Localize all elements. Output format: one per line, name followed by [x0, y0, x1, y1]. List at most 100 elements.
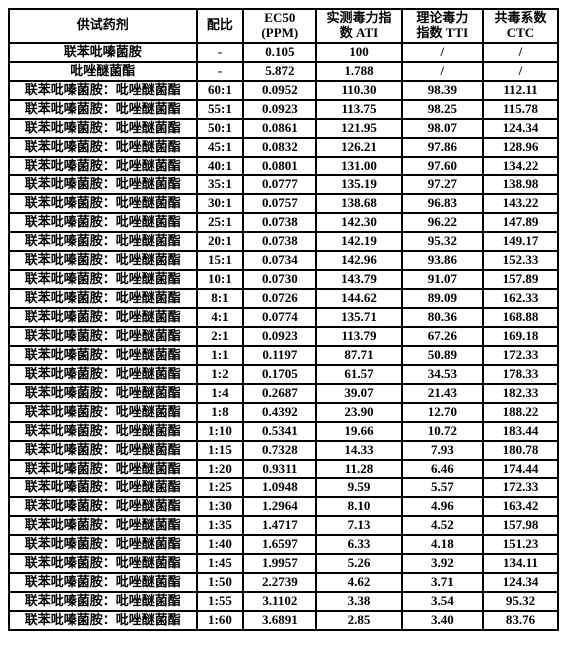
cell-ctc: 169.18	[483, 327, 558, 346]
cell-ati: 19.66	[316, 422, 401, 441]
cell-ati: 142.19	[316, 232, 401, 251]
cell-ratio: 1:55	[197, 592, 244, 611]
cell-tti: 21.43	[402, 384, 483, 403]
cell-ec50: 0.0923	[243, 327, 316, 346]
cell-agent: 联苯吡嗪菌胺：吡唑醚菌酯	[9, 251, 197, 270]
cell-agent: 联苯吡嗪菌胺：吡唑醚菌酯	[9, 270, 197, 289]
cell-tti: 3.40	[402, 611, 483, 630]
cell-ratio: 50:1	[197, 119, 244, 138]
cell-tti: 5.57	[402, 478, 483, 497]
cell-ati: 2.85	[316, 611, 401, 630]
cell-ec50: 1.9957	[243, 554, 316, 573]
cell-ctc: 182.33	[483, 384, 558, 403]
cell-tti: 6.46	[402, 460, 483, 479]
cell-ratio: 1:1	[197, 346, 244, 365]
cell-tti: 4.18	[402, 535, 483, 554]
cell-ratio: -	[197, 62, 244, 81]
table-row: 联苯吡嗪菌胺：吡唑醚菌酯1:40.268739.0721.43182.33	[9, 384, 558, 403]
table-row: 联苯吡嗪菌胺：吡唑醚菌酯1:200.931111.286.46174.44	[9, 460, 558, 479]
table-row: 联苯吡嗪菌胺：吡唑醚菌酯25:10.0738142.3096.22147.89	[9, 213, 558, 232]
table-row: 联苯吡嗪菌胺：吡唑醚菌酯1:20.170561.5734.53178.33	[9, 365, 558, 384]
table-row: 联苯吡嗪菌胺：吡唑醚菌酯35:10.0777135.1997.27138.98	[9, 175, 558, 194]
cell-ctc: 124.34	[483, 573, 558, 592]
cell-ec50: 0.0738	[243, 213, 316, 232]
cell-agent: 联苯吡嗪菌胺：吡唑醚菌酯	[9, 460, 197, 479]
cell-ratio: 1:15	[197, 441, 244, 460]
table-row: 联苯吡嗪菌胺：吡唑醚菌酯2:10.0923113.7967.26169.18	[9, 327, 558, 346]
table-row: 联苯吡嗪菌胺：吡唑醚菌酯45:10.0832126.2197.86128.96	[9, 138, 558, 157]
cell-ec50: 0.1197	[243, 346, 316, 365]
table-row: 联苯吡嗪菌胺：吡唑醚菌酯55:10.0923113.7598.25115.78	[9, 100, 558, 119]
table-row: 联苯吡嗪菌胺：吡唑醚菌酯1:301.29648.104.96163.42	[9, 497, 558, 516]
cell-ctc: 112.11	[483, 81, 558, 100]
cell-ratio: 1:40	[197, 535, 244, 554]
cell-agent: 联苯吡嗪菌胺：吡唑醚菌酯	[9, 365, 197, 384]
cell-ati: 14.33	[316, 441, 401, 460]
cell-ctc: 180.78	[483, 441, 558, 460]
cell-agent: 联苯吡嗪菌胺：吡唑醚菌酯	[9, 100, 197, 119]
col-ati-header: 实测毒力指 数 ATI	[316, 9, 401, 43]
cell-ati: 39.07	[316, 384, 401, 403]
cell-agent: 联苯吡嗪菌胺：吡唑醚菌酯	[9, 384, 197, 403]
cell-ratio: 8:1	[197, 289, 244, 308]
cell-tti: /	[402, 43, 483, 62]
cell-ratio: 40:1	[197, 157, 244, 176]
cell-ctc: 172.33	[483, 346, 558, 365]
cell-ctc: 95.32	[483, 592, 558, 611]
cell-agent: 联苯吡嗪菌胺：吡唑醚菌酯	[9, 157, 197, 176]
cell-tti: 4.96	[402, 497, 483, 516]
cell-agent: 联苯吡嗪菌胺：吡唑醚菌酯	[9, 422, 197, 441]
cell-ctc: 83.76	[483, 611, 558, 630]
cell-agent: 联苯吡嗪菌胺：吡唑醚菌酯	[9, 403, 197, 422]
table-row: 联苯吡嗪菌胺：吡唑醚菌酯40:10.0801131.0097.60134.22	[9, 157, 558, 176]
cell-ec50: 3.1102	[243, 592, 316, 611]
cell-agent: 联苯吡嗪菌胺：吡唑醚菌酯	[9, 497, 197, 516]
cell-ctc: 151.23	[483, 535, 558, 554]
cell-ratio: 1:4	[197, 384, 244, 403]
cell-ati: 6.33	[316, 535, 401, 554]
cell-ctc: 183.44	[483, 422, 558, 441]
cell-ratio: 1:50	[197, 573, 244, 592]
cell-ati: 1.788	[316, 62, 401, 81]
table-row: 联苯吡嗪菌胺：吡唑醚菌酯1:502.27394.623.71124.34	[9, 573, 558, 592]
table-row: 联苯吡嗪菌胺：吡唑醚菌酯1:553.11023.383.5495.32	[9, 592, 558, 611]
cell-agent: 联苯吡嗪菌胺：吡唑醚菌酯	[9, 289, 197, 308]
cell-ati: 11.28	[316, 460, 401, 479]
cell-ctc: 115.78	[483, 100, 558, 119]
table-row: 联苯吡嗪菌胺-0.105100//	[9, 43, 558, 62]
cell-ratio: 1:60	[197, 611, 244, 630]
table-row: 联苯吡嗪菌胺：吡唑醚菌酯1:451.99575.263.92134.11	[9, 554, 558, 573]
cell-ctc: 178.33	[483, 365, 558, 384]
cell-ati: 131.00	[316, 157, 401, 176]
cell-tti: 3.71	[402, 573, 483, 592]
cell-agent: 联苯吡嗪菌胺：吡唑醚菌酯	[9, 213, 197, 232]
col-ctc-header: 共毒系数 CTC	[483, 9, 558, 43]
table-row: 联苯吡嗪菌胺：吡唑醚菌酯1:603.68912.853.4083.76	[9, 611, 558, 630]
table-row: 联苯吡嗪菌胺：吡唑醚菌酯4:10.0774135.7180.36168.88	[9, 308, 558, 327]
cell-ctc: 172.33	[483, 478, 558, 497]
cell-tti: 91.07	[402, 270, 483, 289]
cell-ctc: 124.34	[483, 119, 558, 138]
table-row: 联苯吡嗪菌胺：吡唑醚菌酯50:10.0861121.9598.07124.34	[9, 119, 558, 138]
cell-ctc: 138.98	[483, 175, 558, 194]
cell-ec50: 2.2739	[243, 573, 316, 592]
cell-agent: 联苯吡嗪菌胺：吡唑醚菌酯	[9, 346, 197, 365]
cell-agent: 联苯吡嗪菌胺：吡唑醚菌酯	[9, 441, 197, 460]
cell-ctc: 149.17	[483, 232, 558, 251]
cell-ratio: 15:1	[197, 251, 244, 270]
cell-ratio: 60:1	[197, 81, 244, 100]
cell-tti: 98.25	[402, 100, 483, 119]
ctc-line2: CTC	[507, 25, 534, 40]
cell-agent: 联苯吡嗪菌胺：吡唑醚菌酯	[9, 138, 197, 157]
table-row: 联苯吡嗪菌胺：吡唑醚菌酯15:10.0734142.9693.86152.33	[9, 251, 558, 270]
table-row: 联苯吡嗪菌胺：吡唑醚菌酯1:401.65976.334.18151.23	[9, 535, 558, 554]
cell-ati: 9.59	[316, 478, 401, 497]
cell-ec50: 1.6597	[243, 535, 316, 554]
cell-ctc: 188.22	[483, 403, 558, 422]
cell-ati: 23.90	[316, 403, 401, 422]
cell-ratio: -	[197, 43, 244, 62]
cell-ratio: 45:1	[197, 138, 244, 157]
cell-agent: 联苯吡嗪菌胺：吡唑醚菌酯	[9, 573, 197, 592]
cell-agent: 联苯吡嗪菌胺：吡唑醚菌酯	[9, 478, 197, 497]
cell-tti: 96.22	[402, 213, 483, 232]
